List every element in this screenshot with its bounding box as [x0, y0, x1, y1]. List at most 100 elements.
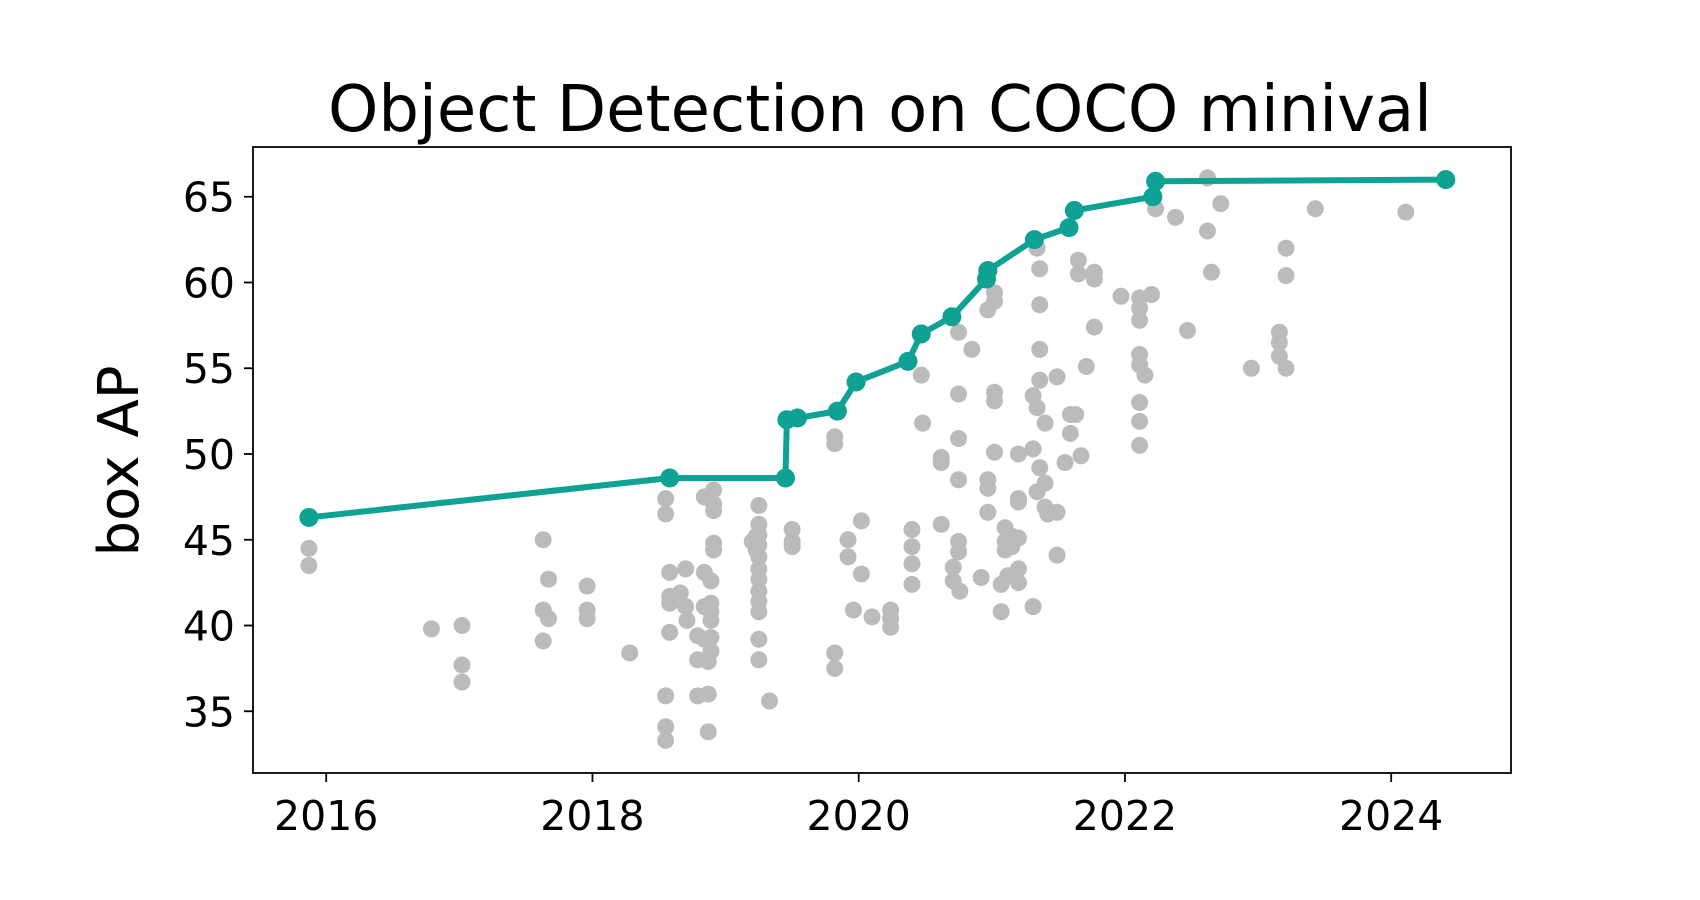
frontier-point [827, 401, 847, 421]
scatter-point [1069, 265, 1087, 283]
scatter-point [1112, 287, 1130, 305]
scatter-point [1277, 239, 1295, 257]
scatter-point [1072, 447, 1090, 465]
frontier-point [775, 468, 795, 488]
scatter-point [1077, 358, 1095, 376]
scatter-point [1202, 263, 1220, 281]
scatter-point [1048, 546, 1066, 564]
scatter-point [750, 548, 768, 566]
scatter-point [1009, 493, 1027, 511]
scatter-point [661, 594, 679, 612]
scatter-point [750, 570, 768, 588]
scatter-point [1031, 371, 1049, 389]
scatter-point [657, 687, 675, 705]
scatter-point [992, 603, 1010, 621]
x-axis: 2016 2018 2020 2022 2024 [274, 773, 1443, 840]
scatter-point [750, 603, 768, 621]
scatter-point [540, 570, 558, 588]
scatter-point [702, 629, 720, 647]
scatter-point [300, 539, 318, 557]
scatter-point [1036, 474, 1054, 492]
y-tick-label: 50 [183, 431, 235, 479]
scatter-point [783, 538, 801, 556]
scatter-point [903, 575, 921, 593]
scatter-point [761, 692, 779, 710]
scatter-point [1028, 399, 1046, 417]
scatter-point [1212, 195, 1230, 213]
y-tick-label: 35 [183, 688, 235, 736]
scatter-point [963, 340, 981, 358]
scatter-point [671, 584, 689, 602]
scatter-point [678, 611, 696, 629]
scatter-point [702, 572, 720, 590]
scatter-point [1036, 414, 1054, 432]
scatter-point [699, 723, 717, 741]
scatter-point [882, 618, 900, 636]
frontier-point [1064, 200, 1084, 220]
scatter-point [702, 611, 720, 629]
scatter-point [657, 731, 675, 749]
scatter-point [705, 481, 723, 499]
scatter-point [826, 435, 844, 453]
y-axis-label: box AP [87, 365, 152, 556]
scatter-point [1031, 296, 1049, 314]
scatter-point [1136, 366, 1154, 384]
scatter-point [979, 479, 997, 497]
scatter-point [1024, 598, 1042, 616]
scatter-point [979, 503, 997, 521]
scatter-point [950, 471, 968, 489]
scatter-point [705, 502, 723, 520]
scatter-point [453, 617, 471, 635]
scatter-point [677, 560, 695, 578]
scatter-point [1085, 270, 1103, 288]
scatter-point [839, 531, 857, 549]
scatter-point [1056, 454, 1074, 472]
y-tick-label: 45 [183, 517, 235, 565]
scatter-point [950, 543, 968, 561]
scatter-point [950, 430, 968, 448]
scatter-point [661, 623, 679, 641]
frontier-point [978, 260, 998, 280]
scatter-point [453, 656, 471, 674]
frontier-point [1024, 230, 1044, 250]
scatter-point [657, 718, 675, 736]
frontier-point [942, 307, 962, 327]
scatter-point [1024, 440, 1042, 458]
scatter-point [1069, 251, 1087, 269]
scatter-point [540, 610, 558, 628]
scatter-point [1306, 200, 1324, 218]
scatter-point [1277, 267, 1295, 285]
scatter-point [677, 598, 695, 616]
x-tick-label: 2024 [1339, 792, 1443, 840]
scatter-points [300, 169, 1415, 749]
scatter-point [1031, 340, 1049, 358]
scatter-point [944, 558, 962, 576]
scatter-point [1009, 574, 1027, 592]
scatter-point [1131, 412, 1149, 430]
scatter-point [826, 659, 844, 677]
scatter-point [932, 454, 950, 472]
scatter-point [863, 608, 881, 626]
scatter-point [951, 582, 969, 600]
scatter-point [1131, 311, 1149, 329]
scatter-point [657, 490, 675, 508]
scatter-point [1270, 334, 1288, 352]
scatter-point [950, 323, 968, 341]
scatter-point [844, 601, 862, 619]
scatter-point [914, 414, 932, 432]
plot-frame [252, 146, 1512, 774]
scatter-point [578, 610, 596, 628]
frontier-point [660, 468, 680, 488]
scatter-point [1198, 222, 1216, 240]
x-tick-label: 2022 [1073, 792, 1177, 840]
scatter-point [453, 673, 471, 691]
scatter-point [1009, 529, 1027, 547]
y-axis: 35 40 45 50 55 60 65 [183, 174, 253, 736]
scatter-point [705, 541, 723, 559]
scatter-point [852, 565, 870, 583]
scatter-point [1179, 322, 1197, 340]
scatter-point [826, 644, 844, 662]
scatter-point [578, 577, 596, 595]
x-tick-label: 2020 [807, 792, 911, 840]
scatter-point [661, 563, 679, 581]
